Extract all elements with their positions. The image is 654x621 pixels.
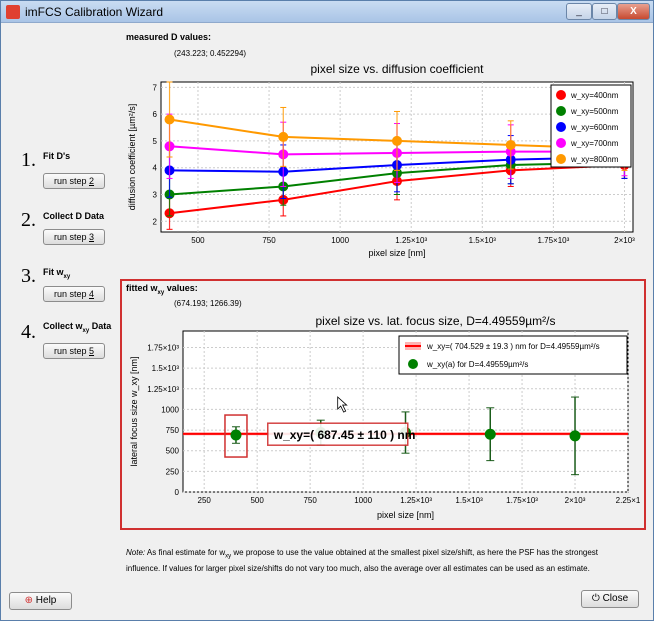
step-1-label: Fit D's (43, 151, 71, 161)
fitted-wxy-label: fitted wxy values: (126, 283, 198, 296)
y-tick-label: 1.75×10³ (147, 344, 179, 353)
chart-title: pixel size vs. lat. focus size, D=4.4955… (315, 314, 555, 328)
x-tick-label: 1.25×10³ (395, 236, 427, 245)
run-step-3-button[interactable]: run step 3 (43, 229, 105, 245)
diffusion-chart: pixel size vs. diffusion coefficient 500 7… (127, 62, 635, 258)
x-tick-label: 2.25×1 (616, 496, 641, 505)
step-4-label: Collect wxy Data (43, 321, 112, 334)
y-axis-label: lateral focus size w_xy [nm] (129, 356, 139, 466)
legend-label: w_xy=800nm (570, 155, 619, 164)
x-tick-label: 1.75×10³ (506, 496, 538, 505)
power-icon: ⏻ (591, 593, 600, 604)
y-tick-label: 5 (153, 137, 158, 146)
window-title: imFCS Calibration Wizard (25, 5, 164, 19)
data-point (484, 428, 496, 440)
x-tick-label: 2×10³ (565, 496, 586, 505)
y-tick-label: 1.5×10³ (152, 364, 180, 373)
title-bar: imFCS Calibration Wizard _ □ X (1, 1, 653, 23)
x-tick-label: 1.75×10³ (537, 236, 569, 245)
annotation-text: w_xy=( 687.45 ± 110 ) nm (273, 428, 416, 442)
y-tick-label: 1000 (161, 405, 179, 414)
data-point (164, 114, 175, 125)
annotation-box (267, 422, 409, 446)
measured-d-values: (243.223; 0.452294) (174, 49, 247, 58)
legend-label: w_xy=500nm (570, 107, 619, 116)
x-tick-label: 1.5×10³ (469, 236, 497, 245)
legend-marker (556, 154, 566, 164)
minimize-button[interactable]: _ (566, 3, 592, 20)
measured-d-label: measured D values: (126, 32, 212, 42)
x-tick-label: 1000 (354, 496, 372, 505)
close-window-button[interactable]: X (617, 3, 650, 20)
run-step-2-button[interactable]: run step 2 (43, 173, 105, 189)
x-tick-label: 2×10³ (614, 236, 635, 245)
run-step-5-button[interactable]: run step 5 (43, 343, 105, 359)
step-3-number: 3. (21, 265, 36, 287)
data-point (569, 430, 581, 442)
y-tick-label: 1.25×10³ (147, 385, 179, 394)
y-axis-label: diffusion coefficient [µm²/s] (127, 104, 137, 210)
legend-label: w_xy=700nm (570, 139, 619, 148)
data-point (278, 131, 289, 142)
data-point (505, 139, 516, 150)
y-tick-label: 500 (166, 447, 180, 456)
legend-marker (556, 90, 566, 100)
x-tick-label: 1.5×10³ (455, 496, 483, 505)
x-tick-label: 500 (250, 496, 264, 505)
y-tick-label: 7 (153, 83, 158, 92)
legend-label: w_xy=600nm (570, 123, 619, 132)
x-tick-label: 1.25×10³ (400, 496, 432, 505)
y-tick-label: 250 (166, 467, 180, 476)
step-2-label: Collect D Data (43, 211, 105, 221)
x-axis-label: pixel size [nm] (377, 510, 434, 520)
step-1-number: 1. (21, 149, 36, 171)
legend-marker (556, 138, 566, 148)
y-tick-label: 0 (175, 488, 180, 497)
data-point (230, 429, 242, 441)
fitted-wxy-values: (674.193; 1266.39) (174, 299, 242, 308)
x-tick-label: 250 (198, 496, 212, 505)
close-button[interactable]: ⏻ Close (581, 590, 639, 608)
legend-box (398, 335, 628, 375)
y-tick-label: 2 (153, 217, 158, 226)
help-button[interactable]: ⊕ Help (9, 592, 72, 610)
maximize-button[interactable]: □ (592, 3, 617, 20)
y-tick-label: 750 (166, 426, 180, 435)
y-tick-label: 6 (153, 110, 158, 119)
legend-marker (408, 359, 418, 369)
x-tick-label: 750 (303, 496, 317, 505)
highlight-box (120, 279, 646, 530)
legend-label: w_xy=400nm (570, 91, 619, 100)
x-tick-label: 500 (191, 236, 205, 245)
y-tick-label: 4 (153, 164, 158, 173)
x-axis-label: pixel size [nm] (368, 248, 425, 258)
legend-marker (556, 106, 566, 116)
focus-size-chart: pixel size vs. lat. focus size, D=4.4955… (129, 314, 641, 520)
legend-label: w_xy=( 704.529 ± 19.3 ) nm for D=4.49559… (426, 342, 600, 351)
step-4-number: 4. (21, 321, 36, 343)
app-icon (6, 5, 20, 19)
mouse-cursor-icon (337, 396, 348, 413)
chart-title: pixel size vs. diffusion coefficient (311, 62, 485, 76)
note-text: Note: As final estimate for wxy we propo… (126, 548, 599, 573)
step-2-number: 2. (21, 209, 36, 231)
step-3-label: Fit wxy (43, 267, 71, 280)
legend-marker (556, 122, 566, 132)
highlight-point-box (224, 414, 248, 458)
run-step-4-button[interactable]: run step 4 (43, 286, 105, 302)
help-icon: ⊕ (24, 595, 34, 606)
legend-label: w_xy(a) for D=4.49559µm²/s (426, 360, 528, 369)
x-tick-label: 1000 (331, 236, 349, 245)
y-tick-label: 3 (153, 191, 158, 200)
data-point (392, 135, 402, 146)
x-tick-label: 750 (262, 236, 276, 245)
